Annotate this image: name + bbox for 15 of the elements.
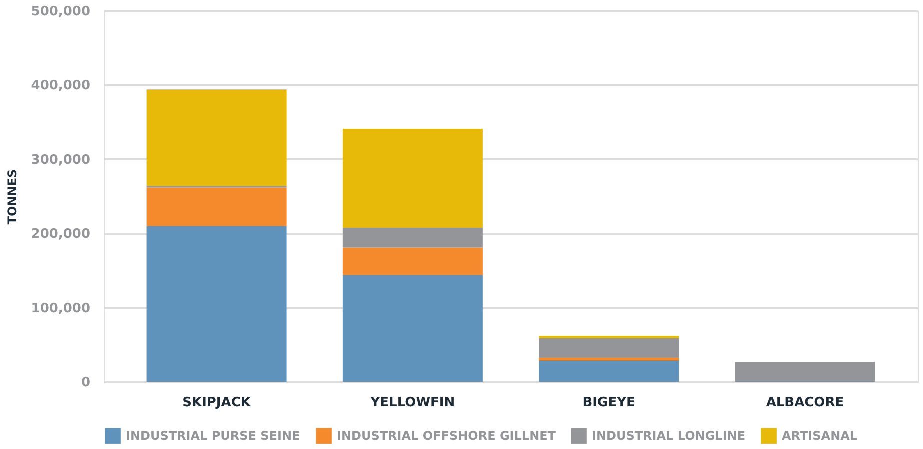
x-tick-label: BIGEYE — [582, 396, 636, 410]
x-tick-label: SKIPJACK — [182, 396, 252, 410]
y-axis-title: TONNES — [5, 169, 20, 225]
legend-label: INDUSTRIAL PURSE SEINE — [126, 429, 300, 444]
y-tick-label: 400,000 — [31, 78, 90, 94]
y-tick-label: 500,000 — [31, 4, 90, 20]
legend-label: INDUSTRIAL OFFSHORE GILLNET — [337, 429, 557, 444]
y-tick-label: 300,000 — [31, 152, 90, 168]
y-tick-label: 0 — [81, 376, 90, 390]
x-tick-label: ALBACORE — [766, 396, 844, 410]
y-tick-label: 200,000 — [31, 227, 90, 242]
x-tick-label: YELLOWFIN — [370, 396, 456, 410]
legend-label: INDUSTRIAL LONGLINE — [592, 429, 746, 444]
legend-label: ARTISANAL — [782, 429, 858, 444]
y-tick-label: 100,000 — [31, 301, 90, 316]
